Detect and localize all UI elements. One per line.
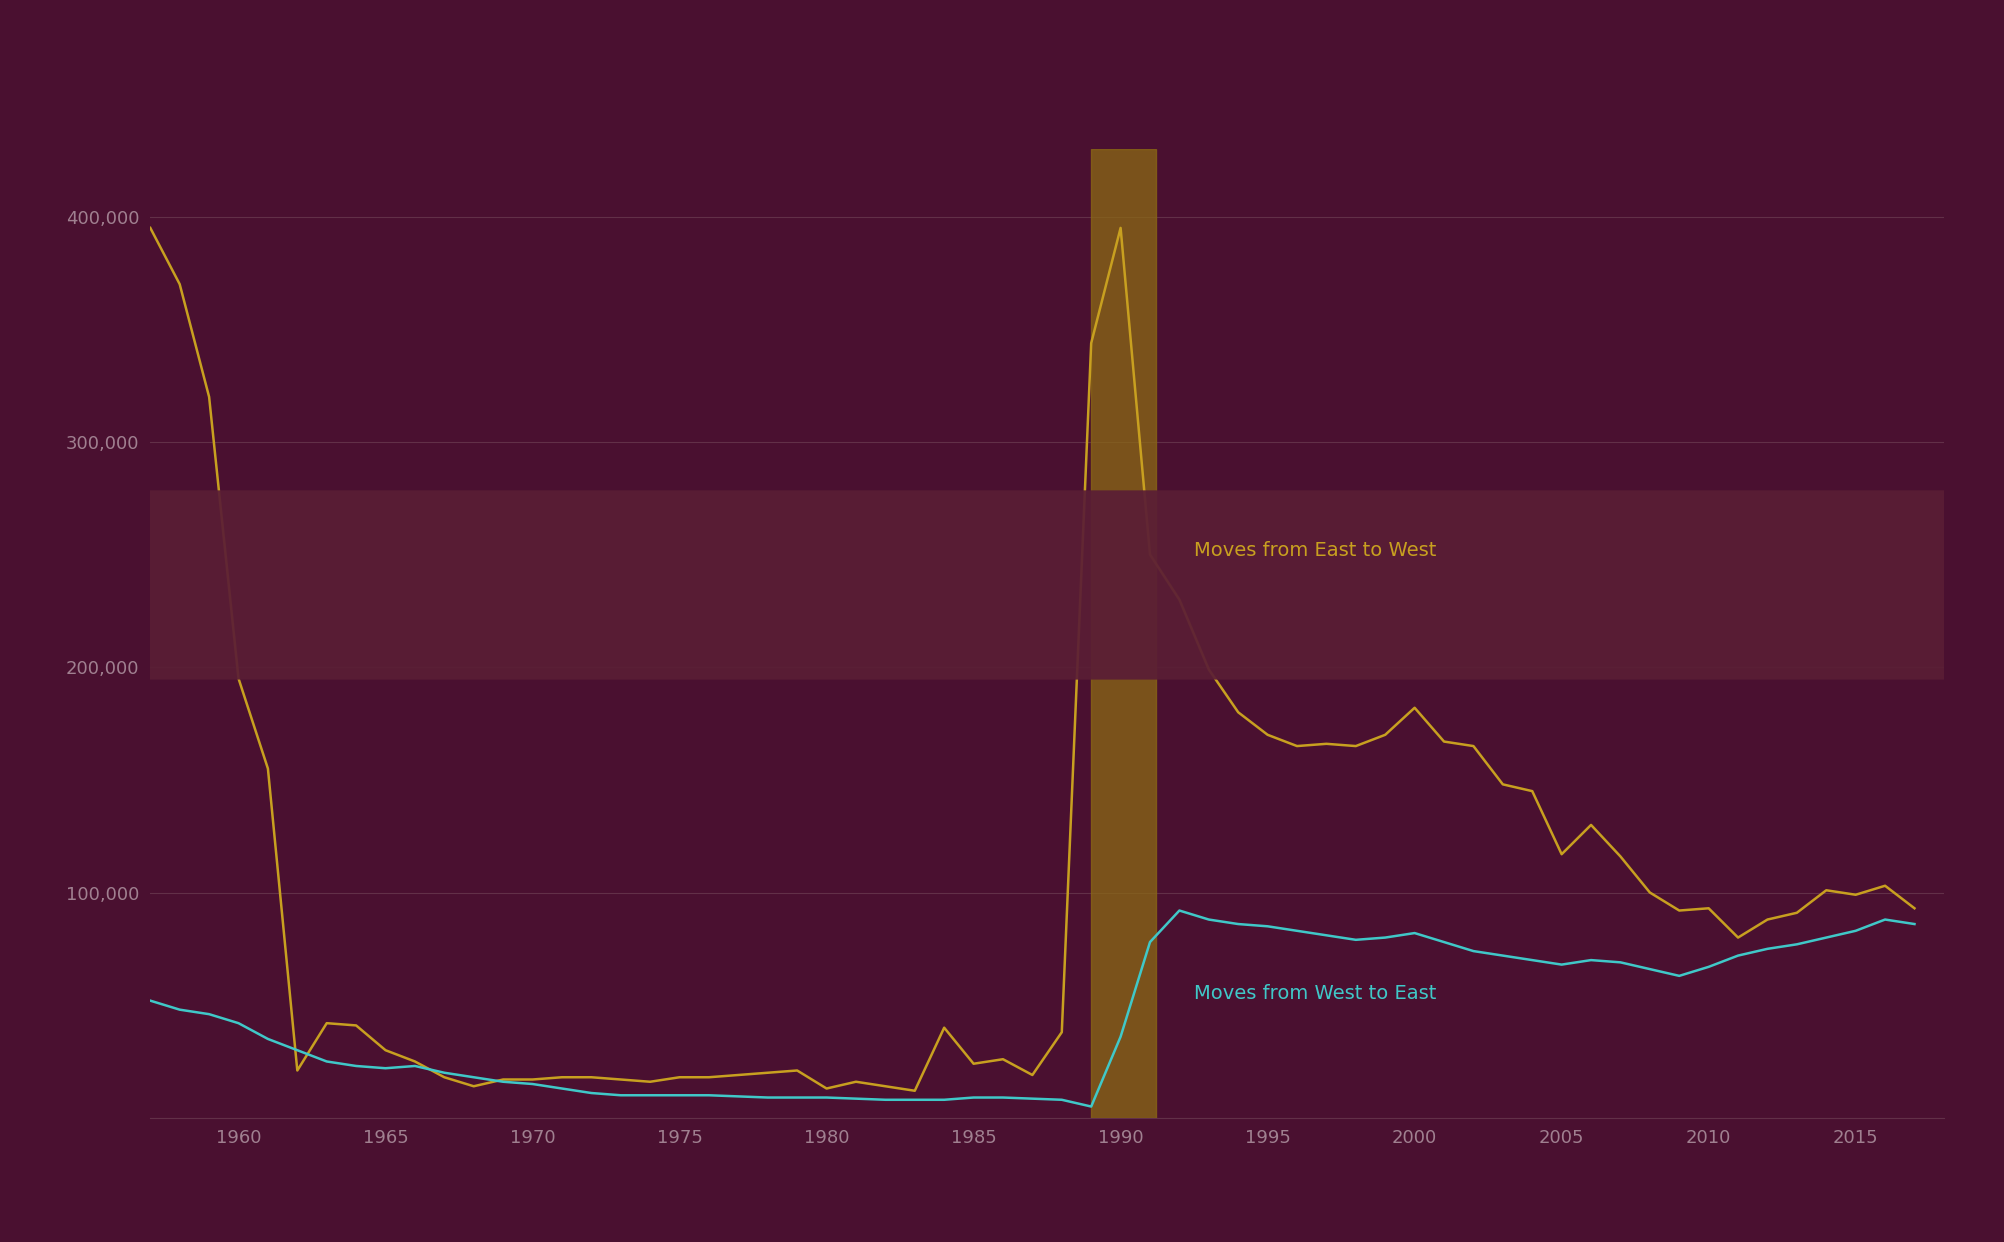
FancyBboxPatch shape xyxy=(0,491,2004,679)
Bar xyxy=(1092,149,1156,1118)
Text: Moves from East to West: Moves from East to West xyxy=(1194,540,1437,560)
Text: Moves from West to East: Moves from West to East xyxy=(1194,985,1437,1004)
